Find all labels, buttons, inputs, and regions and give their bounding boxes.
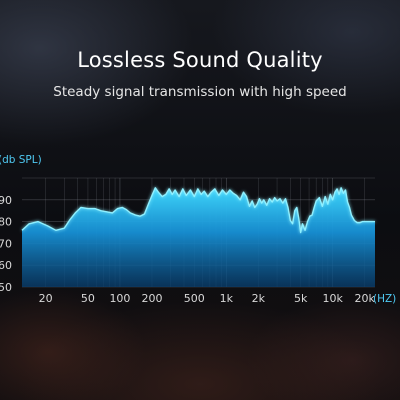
y-tick-label: 70 [0,237,12,250]
x-tick-label: 100 [109,292,130,305]
y-tick-label: 60 [0,259,12,272]
x-tick-label: 200 [141,292,162,305]
x-tick-label: 2k [252,292,266,305]
y-axis-label: (db SPL) [0,154,42,166]
x-tick-label: 500 [184,292,205,305]
chart-area-layer [21,187,375,287]
page-title: Lossless Sound Quality [77,48,323,72]
x-tick-label: 5k [294,292,308,305]
x-axis-label: (HZ) [373,293,396,305]
series-line [21,187,375,234]
x-tick-label: 20k [355,292,376,305]
x-tick-label: 1k [220,292,234,305]
y-tick-label: 80 [0,216,12,229]
y-axis-ticks: 90 80 70 60 50 [0,194,12,294]
y-tick-label: 50 [0,281,12,294]
x-tick-label: 10k [322,292,343,305]
x-axis-ticks: 20 50 100 200 500 1k 2k 5k 10k 20k [39,292,376,305]
x-tick-label: 50 [81,292,95,305]
y-tick-label: 90 [0,194,12,207]
series-area-fill [22,187,375,287]
page-subtitle: Steady signal transmission with high spe… [53,84,347,100]
x-tick-label: 20 [39,292,53,305]
